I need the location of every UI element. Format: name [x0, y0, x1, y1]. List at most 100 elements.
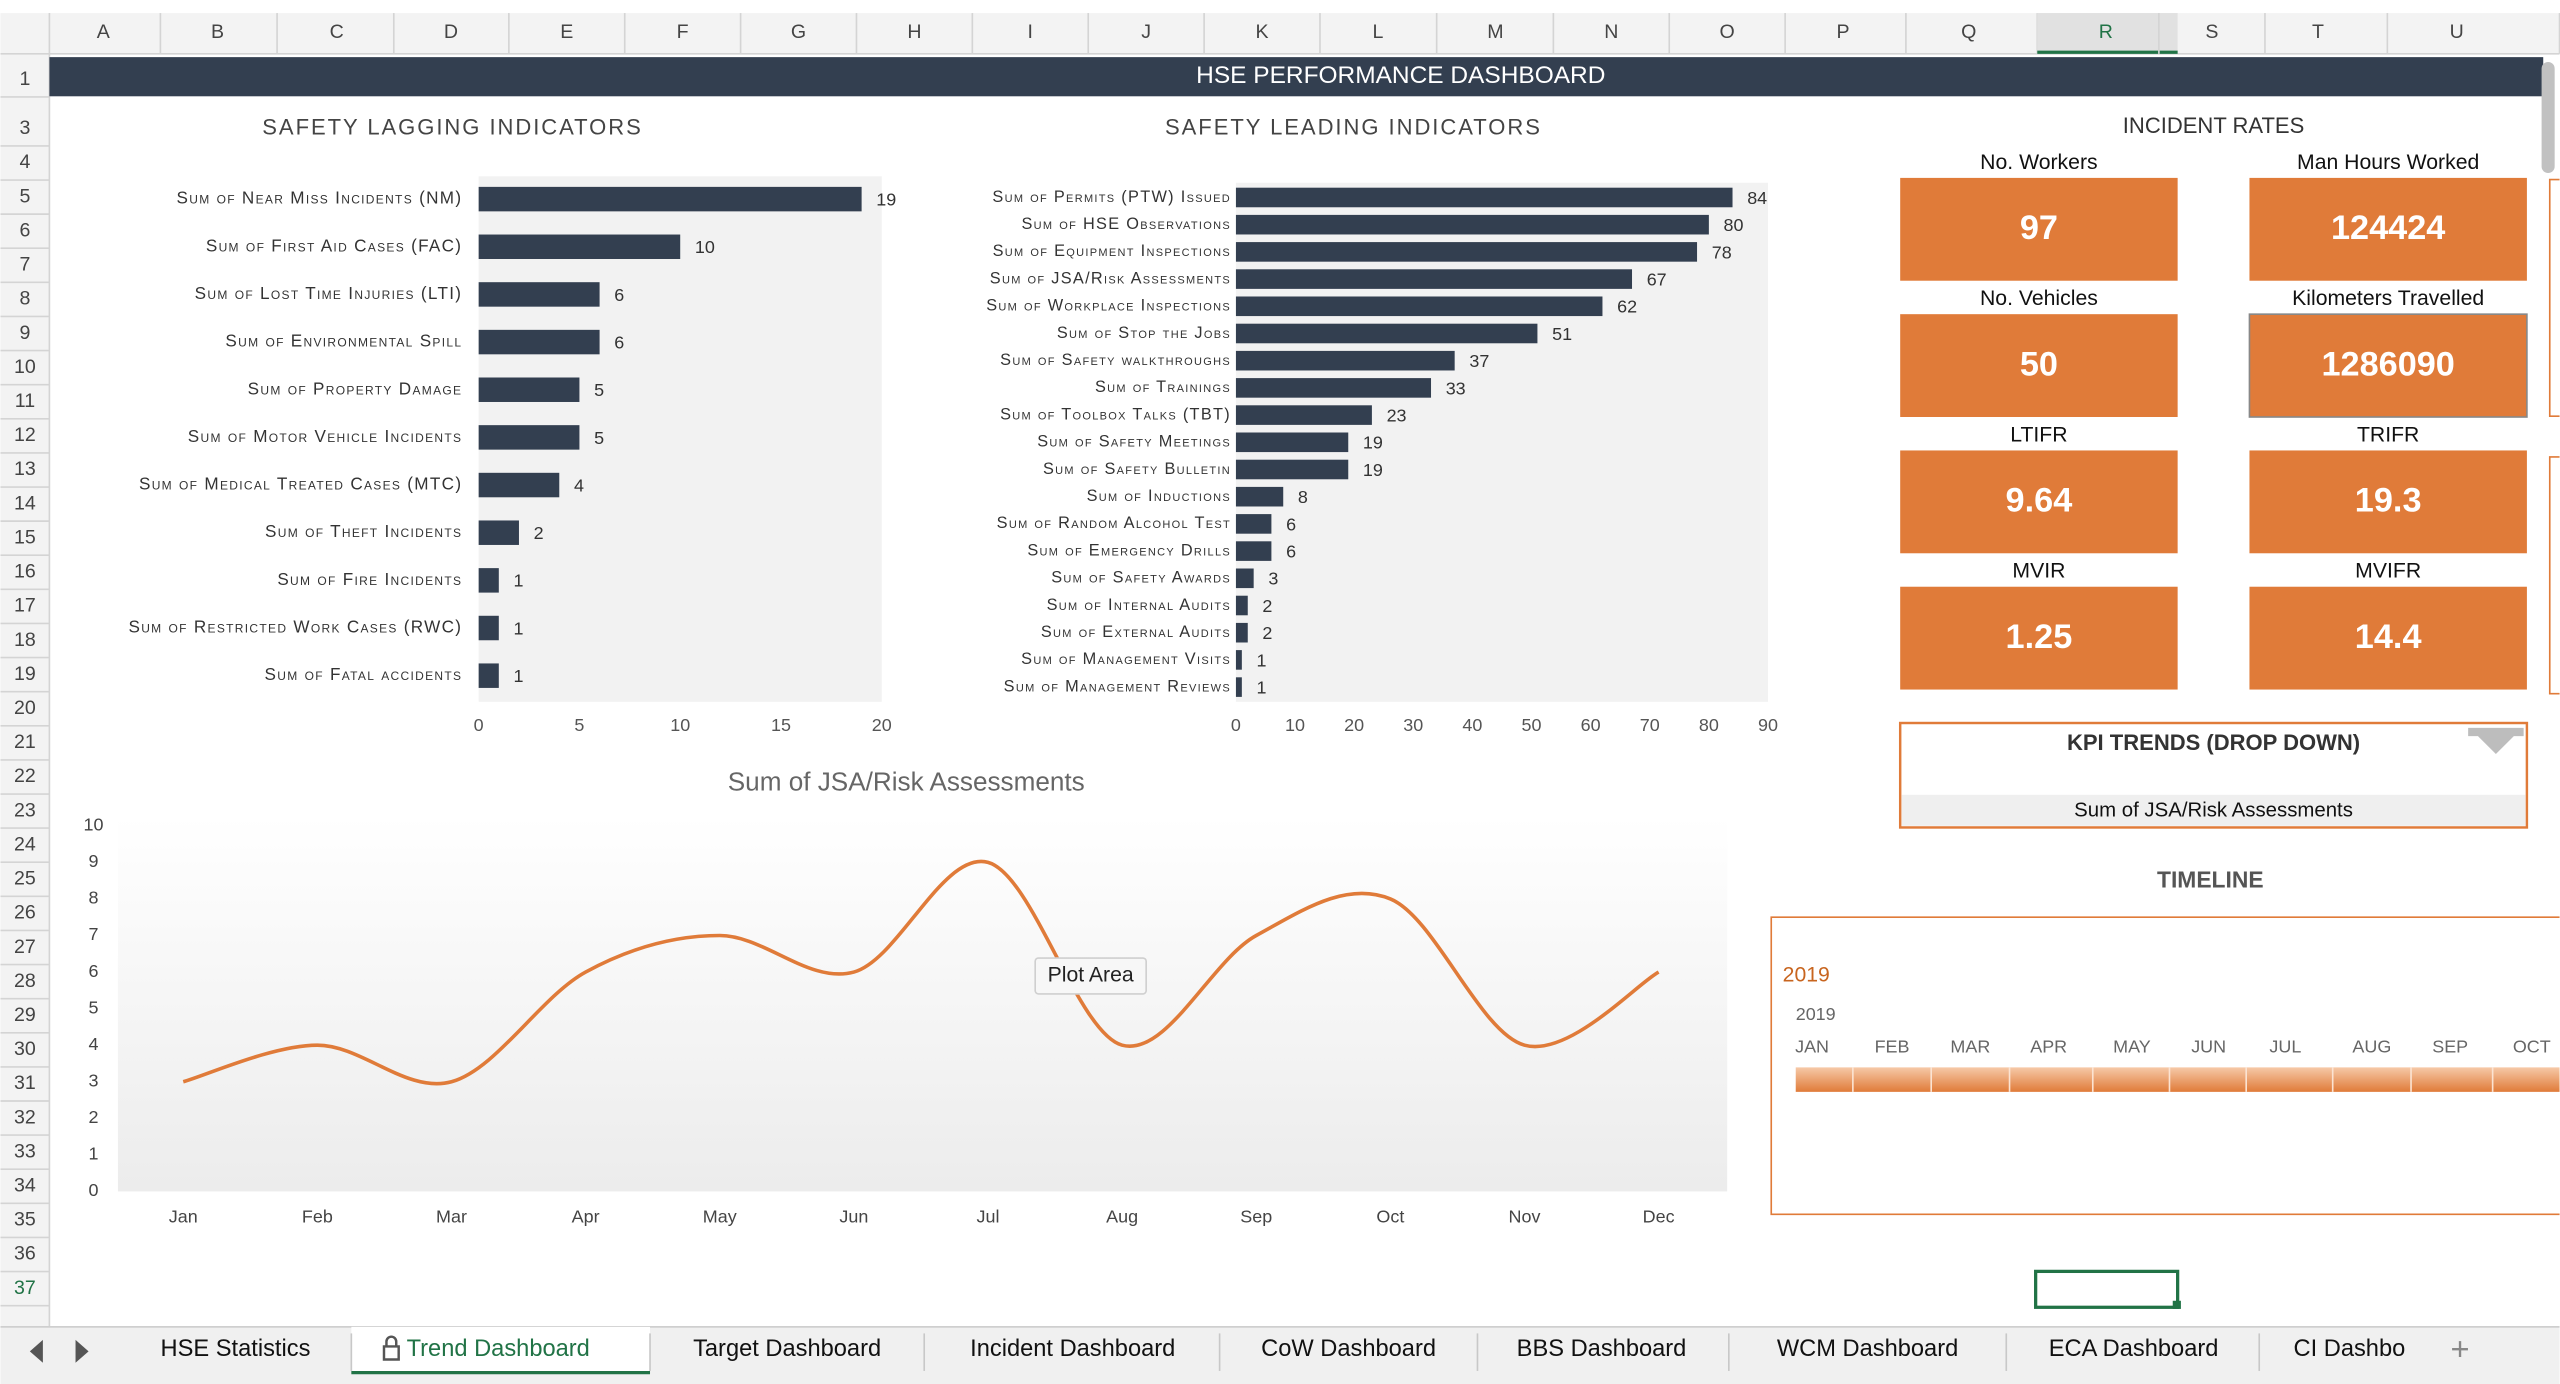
sheet-tab[interactable]: WCM Dashboard	[1777, 1336, 1958, 1362]
row-header[interactable]: 23	[14, 799, 36, 821]
column-header[interactable]: S	[2205, 21, 2218, 43]
row-header[interactable]: 1	[19, 68, 30, 90]
row-header[interactable]: 33	[14, 1140, 36, 1162]
scrollbar-thumb[interactable]	[2541, 62, 2555, 173]
row-header[interactable]: 27	[14, 936, 36, 958]
row-header[interactable]: 7	[19, 254, 30, 276]
row-header[interactable]: 3	[19, 117, 30, 139]
column-header[interactable]: P	[1837, 21, 1850, 43]
column-header[interactable]: G	[791, 21, 806, 43]
row-header[interactable]: 12	[14, 424, 36, 446]
sheet-tab[interactable]: ECA Dashboard	[2049, 1336, 2219, 1362]
timeline-title: TIMELINE	[2157, 866, 2264, 892]
column-header[interactable]: C	[330, 21, 344, 43]
row-header[interactable]: 32	[14, 1106, 36, 1128]
dropdown-arrow[interactable]	[2468, 727, 2524, 755]
bar	[1235, 296, 1603, 317]
row-header[interactable]: 37	[14, 1277, 36, 1299]
column-header[interactable]: M	[1487, 21, 1503, 43]
sheet-tab[interactable]: BBS Dashboard	[1517, 1336, 1687, 1362]
timeline-month[interactable]: MAY	[2113, 1037, 2151, 1057]
bar	[1235, 514, 1272, 534]
row-header[interactable]: 13	[14, 458, 36, 480]
row-header[interactable]: 25	[14, 868, 36, 890]
row-header[interactable]: 34	[14, 1175, 36, 1197]
column-header[interactable]: D	[444, 21, 458, 43]
row-header[interactable]: 24	[14, 833, 36, 855]
x-tick-label: 15	[771, 715, 791, 735]
row-header[interactable]: 36	[14, 1243, 36, 1265]
row-header[interactable]: 16	[14, 561, 36, 583]
column-header[interactable]: F	[677, 21, 689, 43]
column-header[interactable]: I	[1028, 21, 1033, 43]
row-header[interactable]: 10	[14, 356, 36, 378]
chart-title: SAFETY LEADING INDICATORS	[1165, 115, 1542, 140]
timeline-month[interactable]: APR	[2030, 1037, 2067, 1057]
line-series	[182, 859, 1660, 1086]
row-header[interactable]: 29	[14, 1004, 36, 1026]
column-header[interactable]: E	[560, 21, 573, 43]
column-header[interactable]: U	[2450, 21, 2464, 43]
column-header[interactable]: K	[1256, 21, 1269, 43]
timeline-month[interactable]: AUG	[2352, 1037, 2391, 1057]
row-header[interactable]: 8	[19, 288, 30, 310]
column-header[interactable]: J	[1141, 21, 1151, 43]
card-label: MVIFR	[2355, 560, 2421, 583]
category-label: Sum of External Audits	[1041, 623, 1231, 641]
row-header[interactable]: 11	[15, 390, 35, 412]
column-header[interactable]: L	[1372, 21, 1383, 43]
value-label: 19	[876, 189, 896, 209]
sheet-tab[interactable]: Trend Dashboard	[407, 1336, 590, 1362]
row-header[interactable]: 35	[14, 1209, 36, 1231]
sheet-tab[interactable]: Incident Dashboard	[970, 1336, 1175, 1362]
sheet-tab[interactable]: HSE Statistics	[161, 1336, 311, 1362]
card	[2249, 177, 2527, 281]
timeline-month[interactable]: FEB	[1875, 1037, 1910, 1057]
row-header[interactable]: 28	[14, 970, 36, 992]
timeline-month[interactable]: SEP	[2432, 1037, 2468, 1057]
row-header[interactable]: 30	[14, 1038, 36, 1060]
bar	[1235, 568, 1254, 589]
row-header[interactable]: 22	[14, 765, 36, 787]
tab-scroll-left[interactable]	[29, 1339, 43, 1363]
fill-handle[interactable]	[2172, 1300, 2181, 1309]
plot-area[interactable]	[117, 816, 1728, 1192]
sheet-tab[interactable]: CoW Dashboard	[1261, 1336, 1436, 1362]
x-tick-label: 5	[574, 715, 584, 735]
row-header[interactable]: 4	[19, 151, 30, 173]
timeline-month[interactable]: JUL	[2269, 1037, 2301, 1057]
column-header[interactable]: N	[1604, 21, 1618, 43]
timeline-month[interactable]: MAR	[1950, 1037, 1990, 1057]
tab-scroll-right[interactable]	[75, 1339, 89, 1363]
row-header[interactable]: 5	[19, 185, 30, 207]
row-header[interactable]: 18	[14, 629, 36, 651]
column-header[interactable]: B	[211, 21, 224, 43]
sheet-tab[interactable]: CI Dashbo	[2294, 1336, 2406, 1362]
bar	[478, 186, 862, 212]
row-header[interactable]: 6	[19, 219, 30, 241]
timeline-month[interactable]: JUN	[2191, 1037, 2226, 1057]
column-header[interactable]: Q	[1961, 21, 1976, 43]
row-header[interactable]: 14	[14, 492, 36, 514]
column-header[interactable]: O	[1720, 21, 1735, 43]
row-header[interactable]: 19	[14, 663, 36, 685]
row-header[interactable]: 15	[14, 526, 36, 548]
timeline-month[interactable]: OCT	[2513, 1037, 2551, 1057]
column-header[interactable]: T	[2312, 21, 2324, 43]
column-header[interactable]: H	[907, 21, 921, 43]
column-header[interactable]: A	[97, 21, 111, 43]
row-header[interactable]: 9	[19, 322, 30, 344]
row-header[interactable]: 20	[14, 697, 36, 719]
bar	[478, 663, 499, 688]
row-header[interactable]: 31	[14, 1072, 36, 1094]
row-header[interactable]: 26	[14, 902, 36, 924]
row-header[interactable]: 21	[14, 731, 36, 753]
row-header[interactable]: 17	[14, 595, 36, 617]
column-header[interactable]: R	[2099, 21, 2113, 43]
timeline-month[interactable]: JAN	[1795, 1037, 1829, 1057]
timeline-bar[interactable]	[1795, 1067, 2560, 1092]
add-sheet-button[interactable]: +	[2450, 1330, 2469, 1367]
sheet-tab[interactable]: Target Dashboard	[693, 1336, 881, 1362]
selected-cell[interactable]	[2034, 1269, 2180, 1309]
